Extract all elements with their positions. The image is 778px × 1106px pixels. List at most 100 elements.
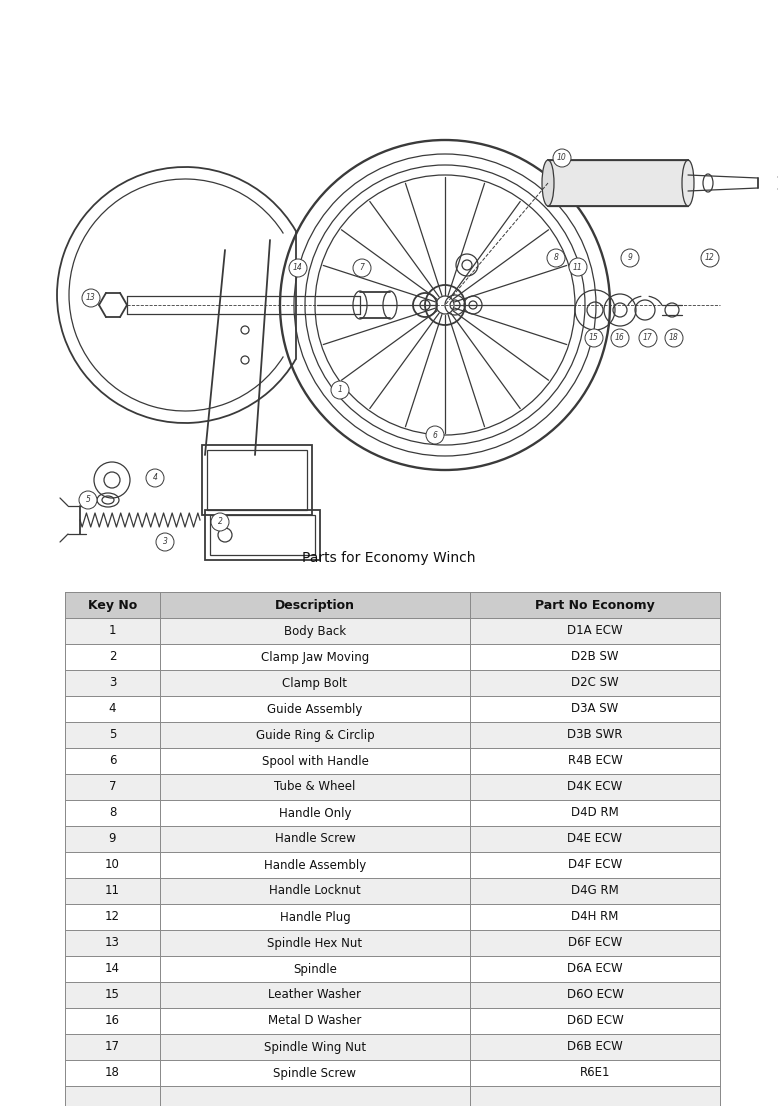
Bar xyxy=(210,515,315,555)
Text: D1A ECW: D1A ECW xyxy=(567,625,623,637)
Text: R4B ECW: R4B ECW xyxy=(568,754,622,768)
Text: Spindle: Spindle xyxy=(293,962,337,975)
Bar xyxy=(65,774,720,800)
Text: Guide Ring & Circlip: Guide Ring & Circlip xyxy=(256,729,374,741)
Bar xyxy=(65,748,720,774)
Bar xyxy=(65,696,720,722)
Circle shape xyxy=(611,328,629,347)
Text: 9: 9 xyxy=(109,833,116,845)
Text: 1: 1 xyxy=(338,386,342,395)
Bar xyxy=(65,930,720,956)
Text: Metal D Washer: Metal D Washer xyxy=(268,1014,362,1027)
Circle shape xyxy=(289,259,307,276)
Bar xyxy=(65,618,720,644)
Circle shape xyxy=(211,513,229,531)
Text: 3: 3 xyxy=(109,677,116,689)
Bar xyxy=(65,982,720,1008)
Text: Spindle Screw: Spindle Screw xyxy=(274,1066,356,1079)
Bar xyxy=(65,1086,720,1106)
Circle shape xyxy=(665,328,683,347)
Ellipse shape xyxy=(682,160,694,206)
Text: Guide Assembly: Guide Assembly xyxy=(268,702,363,716)
Text: 16: 16 xyxy=(105,1014,120,1027)
Text: D4F ECW: D4F ECW xyxy=(568,858,622,872)
Text: 8: 8 xyxy=(109,806,116,820)
Text: 5: 5 xyxy=(109,729,116,741)
Text: 14: 14 xyxy=(293,263,303,272)
Text: 2: 2 xyxy=(218,518,223,526)
Bar xyxy=(205,510,320,560)
Circle shape xyxy=(701,249,719,267)
Text: Tube & Wheel: Tube & Wheel xyxy=(275,781,356,793)
Bar xyxy=(65,852,720,878)
Text: 15: 15 xyxy=(105,989,120,1002)
Text: D2B SW: D2B SW xyxy=(571,650,619,664)
Text: 11: 11 xyxy=(573,262,583,271)
Circle shape xyxy=(331,380,349,399)
Text: Leather Washer: Leather Washer xyxy=(268,989,362,1002)
Text: 3: 3 xyxy=(163,538,167,546)
Ellipse shape xyxy=(542,160,554,206)
Text: 17: 17 xyxy=(643,334,653,343)
Text: D6D ECW: D6D ECW xyxy=(566,1014,623,1027)
Text: Clamp Jaw Moving: Clamp Jaw Moving xyxy=(261,650,369,664)
Circle shape xyxy=(426,426,444,444)
Text: Spindle Wing Nut: Spindle Wing Nut xyxy=(264,1041,366,1054)
Bar xyxy=(202,445,312,515)
Text: 6: 6 xyxy=(109,754,116,768)
Text: Key No: Key No xyxy=(88,598,137,612)
Text: 10: 10 xyxy=(557,154,567,163)
Text: Description: Description xyxy=(275,598,355,612)
Bar xyxy=(65,956,720,982)
Circle shape xyxy=(553,149,571,167)
Text: 8: 8 xyxy=(554,253,559,262)
Text: 18: 18 xyxy=(105,1066,120,1079)
Bar xyxy=(65,800,720,826)
Bar xyxy=(65,1060,720,1086)
Bar xyxy=(65,592,720,618)
Text: 7: 7 xyxy=(359,263,364,272)
Bar xyxy=(65,904,720,930)
Text: D6O ECW: D6O ECW xyxy=(566,989,623,1002)
Text: Handle Only: Handle Only xyxy=(279,806,351,820)
Bar xyxy=(65,670,720,696)
Text: 12: 12 xyxy=(705,253,715,262)
Text: Handle Plug: Handle Plug xyxy=(279,910,350,924)
Text: Spindle Hex Nut: Spindle Hex Nut xyxy=(268,937,363,949)
Circle shape xyxy=(353,259,371,276)
Text: D2C SW: D2C SW xyxy=(571,677,619,689)
Text: 18: 18 xyxy=(669,334,679,343)
Text: 9: 9 xyxy=(628,253,633,262)
Text: Clamp Bolt: Clamp Bolt xyxy=(282,677,348,689)
Bar xyxy=(65,826,720,852)
Circle shape xyxy=(621,249,639,267)
Text: D4E ECW: D4E ECW xyxy=(567,833,622,845)
Text: Spool with Handle: Spool with Handle xyxy=(261,754,369,768)
Text: 6: 6 xyxy=(433,430,437,439)
Bar xyxy=(65,1034,720,1060)
Text: Handle Screw: Handle Screw xyxy=(275,833,356,845)
Text: 12: 12 xyxy=(105,910,120,924)
Text: 10: 10 xyxy=(105,858,120,872)
Text: 15: 15 xyxy=(589,334,599,343)
Circle shape xyxy=(585,328,603,347)
Text: 13: 13 xyxy=(86,293,96,303)
Circle shape xyxy=(146,469,164,487)
Text: 2: 2 xyxy=(109,650,116,664)
Text: Body Back: Body Back xyxy=(284,625,346,637)
Text: D4G RM: D4G RM xyxy=(571,885,619,897)
Circle shape xyxy=(82,289,100,307)
Text: 13: 13 xyxy=(105,937,120,949)
Bar xyxy=(207,450,307,510)
Text: 16: 16 xyxy=(615,334,625,343)
Text: D3B SWR: D3B SWR xyxy=(567,729,622,741)
Text: D6B ECW: D6B ECW xyxy=(567,1041,623,1054)
Text: 1: 1 xyxy=(109,625,116,637)
Text: D4H RM: D4H RM xyxy=(571,910,619,924)
Text: Parts for Economy Winch: Parts for Economy Winch xyxy=(302,551,476,565)
Circle shape xyxy=(547,249,565,267)
Text: 17: 17 xyxy=(105,1041,120,1054)
Circle shape xyxy=(79,491,97,509)
Bar xyxy=(65,1008,720,1034)
Text: D4K ECW: D4K ECW xyxy=(567,781,622,793)
